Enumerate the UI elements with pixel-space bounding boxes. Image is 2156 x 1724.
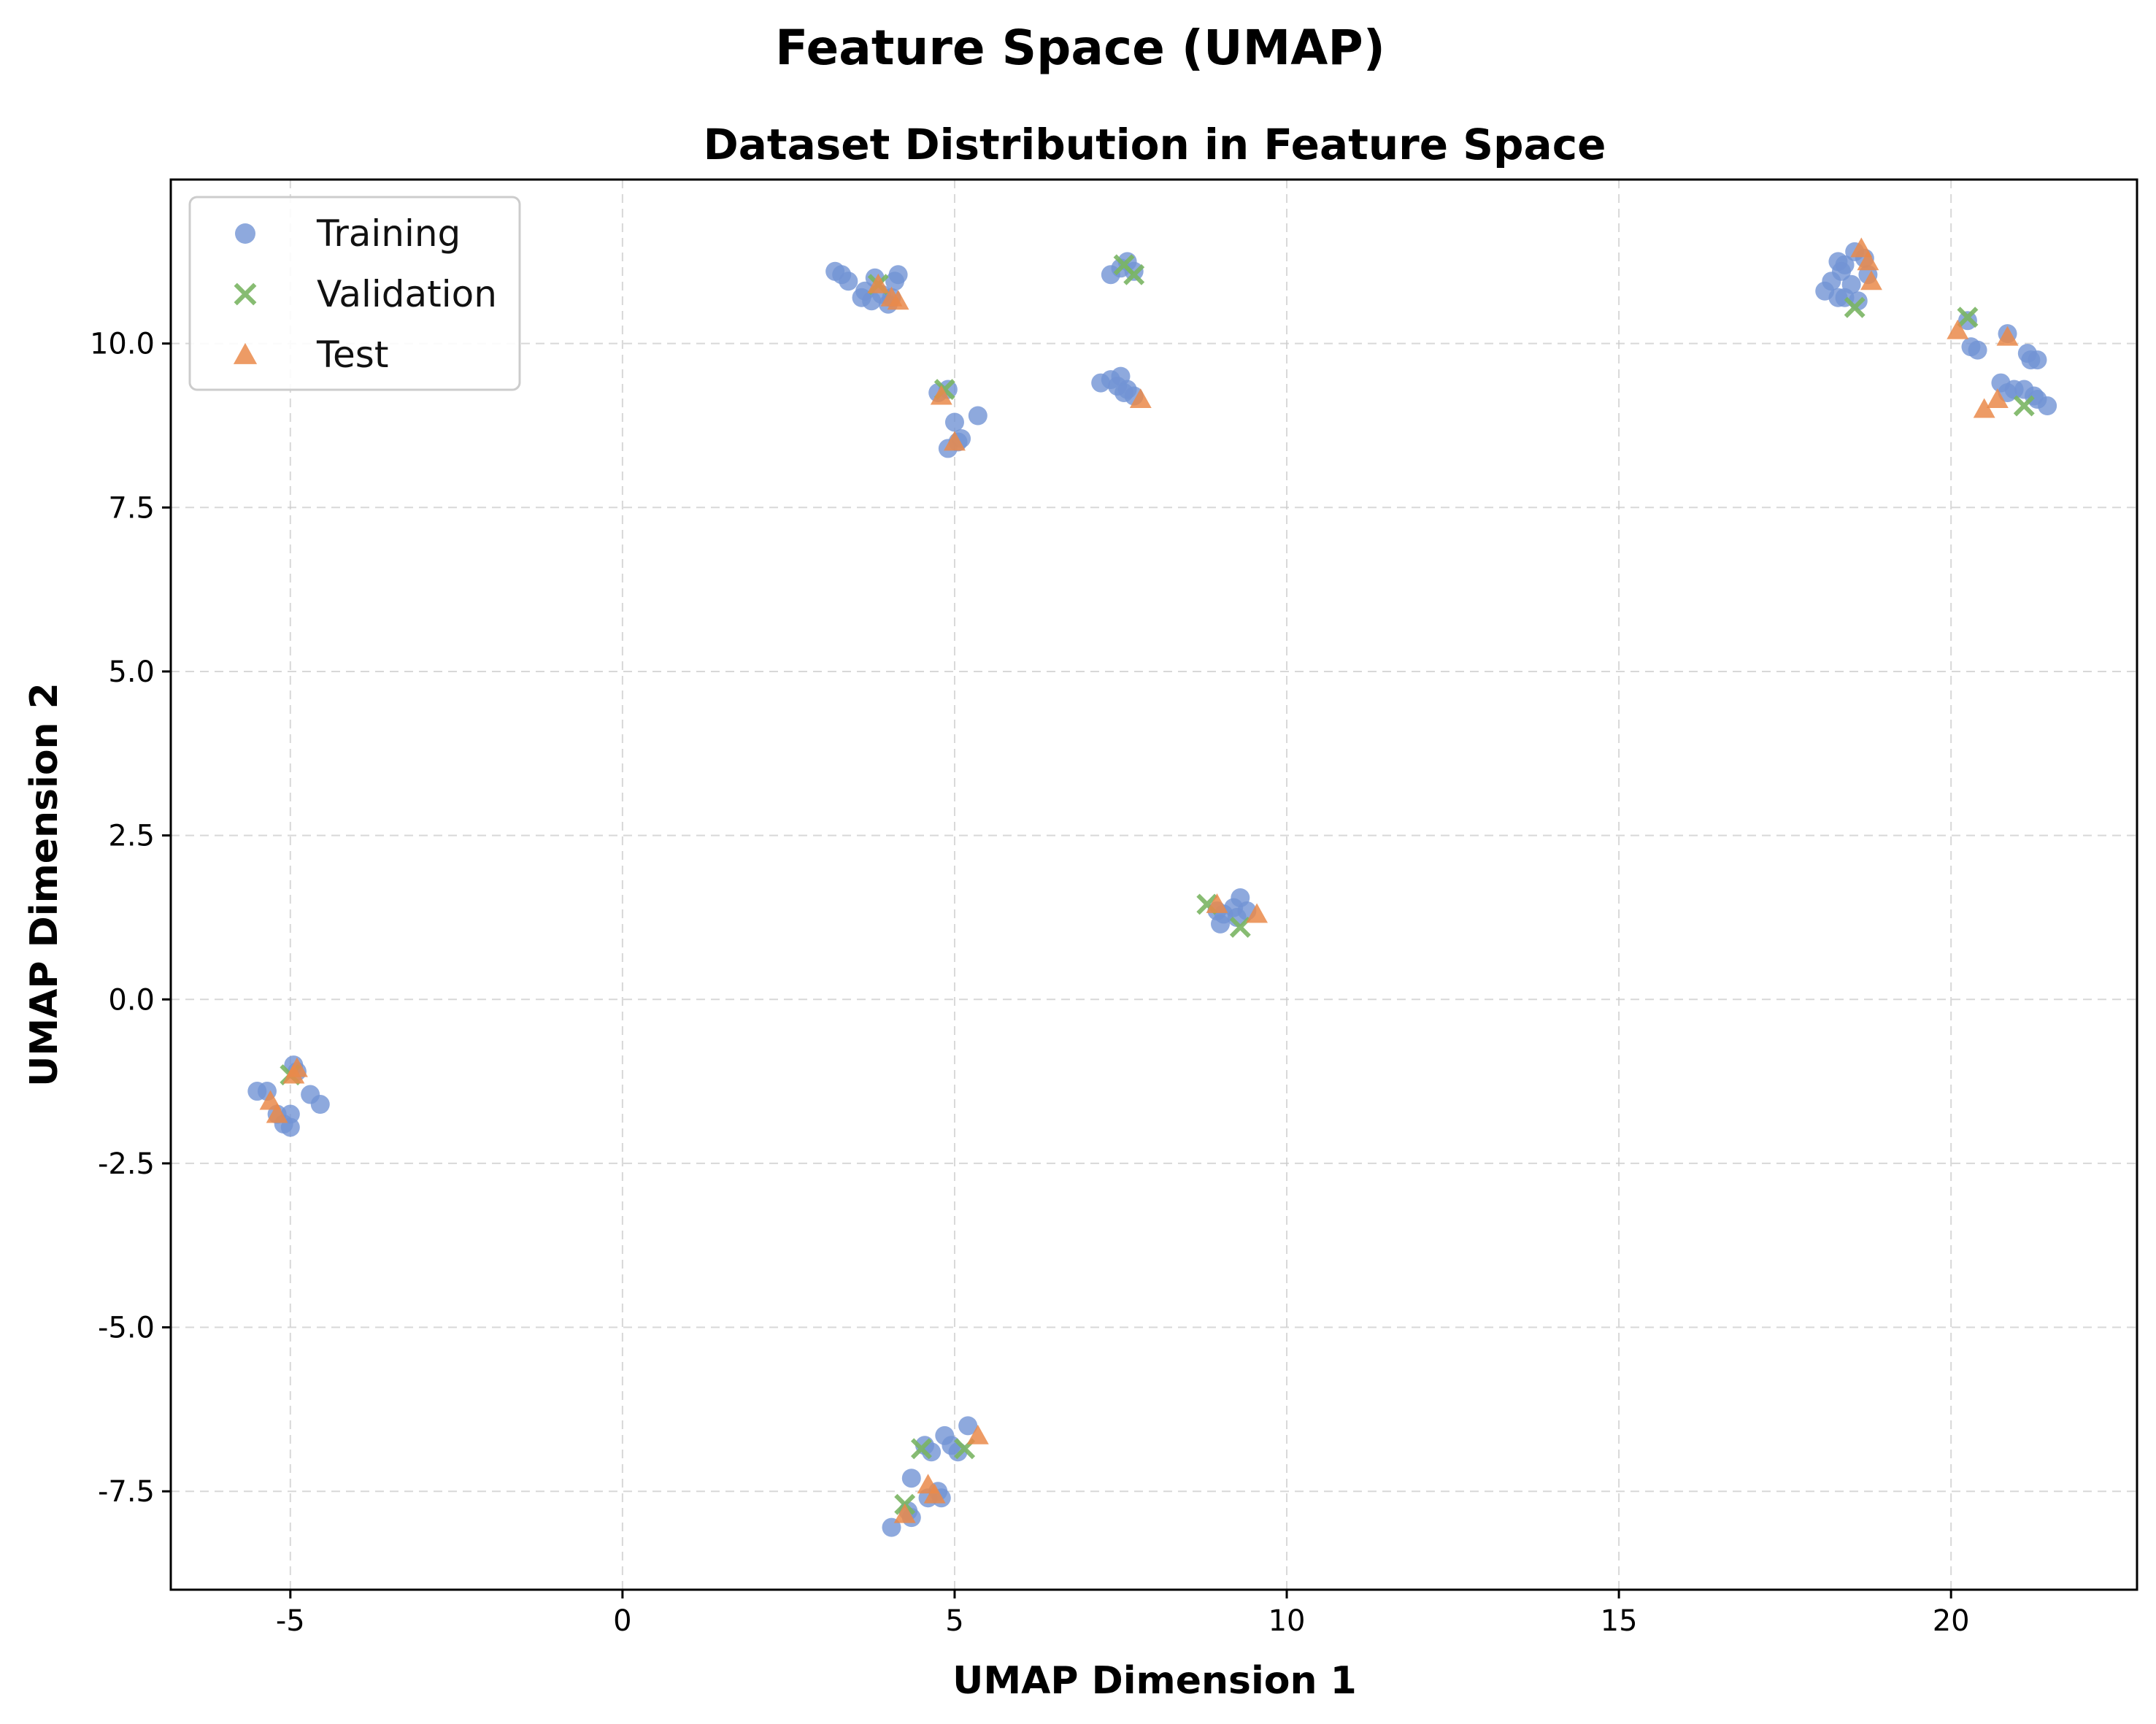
y-tick-label: -5.0: [98, 1312, 155, 1345]
test-point: [923, 1483, 946, 1504]
test-point: [266, 1103, 288, 1123]
figure-suptitle: Feature Space (UMAP): [775, 20, 1385, 76]
y-axis-label: UMAP Dimension 2: [23, 682, 66, 1087]
training-point: [958, 1416, 978, 1436]
y-tick-label: 5.0: [108, 655, 155, 689]
y-tick-label: 7.5: [108, 491, 155, 525]
series-training: [247, 242, 2057, 1537]
validation-point: [1229, 916, 1251, 938]
legend-label-test: Test: [316, 334, 388, 376]
test-point: [887, 290, 909, 310]
test-point: [1129, 388, 1152, 408]
training-point: [944, 412, 964, 432]
validation-point: [2013, 395, 2035, 417]
training-point: [2038, 396, 2057, 416]
y-tick-label: 10.0: [90, 328, 155, 361]
x-tick-label: 20: [1933, 1604, 1970, 1638]
training-point: [1957, 311, 1977, 331]
axis-ticks: -5 0 5 10 15 20 -7.5 -5.0 -2.5 0.0 2.5 5.0 7.5 10.0: [90, 328, 1970, 1638]
test-point: [893, 1503, 916, 1523]
validation-point: [910, 1438, 932, 1460]
test-point: [1947, 319, 1969, 339]
training-point: [948, 1442, 968, 1462]
x-tick-label: 0: [613, 1604, 631, 1638]
legend-item-training: Training: [235, 212, 461, 255]
validation-point: [1957, 307, 1979, 328]
training-point: [1848, 291, 1868, 311]
y-tick-label: -2.5: [98, 1147, 155, 1181]
series-validation: [280, 254, 2035, 1515]
plot-area-frame: [169, 178, 2138, 1591]
training-point: [1124, 261, 1144, 281]
x-tick-label: 10: [1268, 1604, 1306, 1638]
legend-label-validation: Validation: [317, 273, 497, 315]
training-point: [1828, 288, 1848, 307]
training-point: [1114, 383, 1134, 403]
legend-item-test: Test: [233, 334, 388, 376]
legend: Training Validation Test: [188, 196, 521, 391]
training-point: [968, 406, 987, 426]
training-point: [888, 265, 908, 285]
test-point: [867, 273, 890, 293]
legend-item-validation: Validation: [234, 273, 497, 315]
training-point: [1968, 340, 1987, 360]
x-tick-label: 5: [945, 1604, 963, 1638]
x-axis-label: UMAP Dimension 1: [952, 1659, 1357, 1703]
validation-point: [1844, 296, 1866, 318]
training-point: [310, 1095, 330, 1115]
test-point: [944, 431, 966, 451]
legend-marker-validation: [234, 282, 257, 306]
grid-lines: [171, 180, 2137, 1590]
test-point: [1246, 903, 1268, 923]
test-point: [1857, 250, 1879, 271]
legend-label-training: Training: [316, 212, 461, 255]
test-point: [1973, 398, 1995, 418]
test-point: [1206, 893, 1228, 913]
test-point: [1996, 326, 2019, 346]
test-point: [966, 1424, 989, 1444]
training-point: [901, 1469, 921, 1488]
test-point: [259, 1090, 282, 1110]
test-point: [285, 1057, 308, 1077]
training-point: [862, 291, 882, 311]
legend-box: [188, 196, 521, 391]
y-tick-label: 0.0: [108, 983, 155, 1017]
chart-title: Dataset Distribution in Feature Space: [704, 120, 1606, 169]
validation-point: [1123, 263, 1145, 285]
y-tick-label: -7.5: [98, 1475, 155, 1509]
legend-marker-test: [233, 342, 258, 364]
series-test: [259, 237, 2019, 1523]
training-point: [2028, 350, 2047, 370]
legend-marker-training: [235, 223, 255, 244]
data-points: [247, 237, 2057, 1537]
test-point: [930, 385, 952, 405]
y-tick-label: 2.5: [108, 820, 155, 853]
training-point: [839, 272, 858, 291]
test-point: [1850, 237, 1873, 258]
x-tick-label: -5: [276, 1604, 305, 1638]
training-point: [1835, 255, 1855, 274]
x-tick-label: 15: [1601, 1604, 1638, 1638]
test-point: [1986, 388, 2009, 408]
test-point: [1860, 270, 1882, 290]
